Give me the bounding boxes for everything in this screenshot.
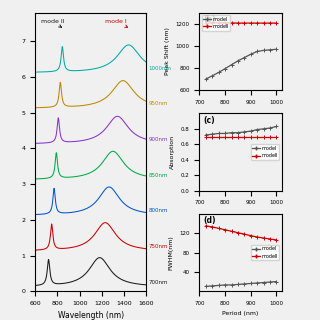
Text: 900nm: 900nm xyxy=(148,137,168,142)
Legend: modeⅠ, modeⅡ: modeⅠ, modeⅡ xyxy=(251,144,279,160)
Text: (c): (c) xyxy=(204,116,215,125)
Y-axis label: FWHM(nm): FWHM(nm) xyxy=(169,235,174,270)
Legend: modeⅠ, modeⅡ: modeⅠ, modeⅡ xyxy=(251,245,279,260)
X-axis label: Period (nm): Period (nm) xyxy=(222,311,259,316)
Text: mode I: mode I xyxy=(105,19,128,27)
Text: 950nm: 950nm xyxy=(148,101,168,106)
Text: 1000nm: 1000nm xyxy=(148,66,172,71)
Text: mode II: mode II xyxy=(41,19,64,27)
X-axis label: Wavelength (nm): Wavelength (nm) xyxy=(58,311,124,320)
Text: 750nm: 750nm xyxy=(148,244,168,249)
Text: (b): (b) xyxy=(204,15,216,24)
Text: 800nm: 800nm xyxy=(148,208,168,213)
Y-axis label: Peak Shift (nm): Peak Shift (nm) xyxy=(165,28,170,76)
Y-axis label: Absorption: Absorption xyxy=(171,135,175,169)
Text: 700nm: 700nm xyxy=(148,280,168,285)
Text: 850nm: 850nm xyxy=(148,173,168,178)
Text: (d): (d) xyxy=(204,216,216,225)
Legend: modeⅠ, modeⅡ: modeⅠ, modeⅡ xyxy=(202,15,230,31)
